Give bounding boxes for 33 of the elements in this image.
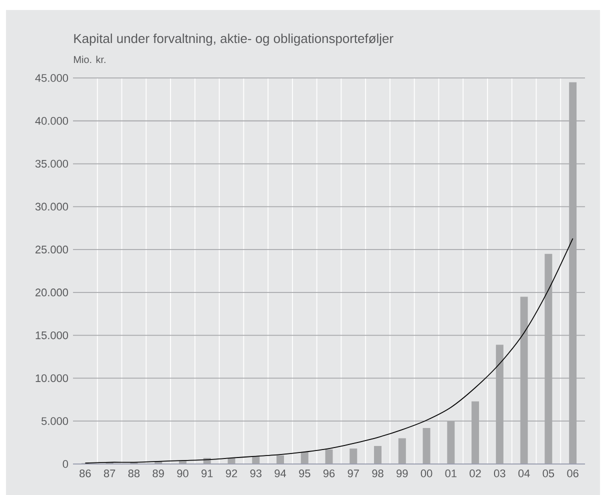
x-tick-label: 06 [567, 470, 578, 478]
x-tick-label: 86 [80, 470, 91, 478]
y-tick-label: 25.000 [36, 246, 68, 254]
x-tick-label: 94 [274, 470, 286, 478]
y-tick-label: 0 [62, 460, 68, 468]
y-tick-label: 45.000 [35, 74, 68, 82]
x-tick-label: 96 [323, 470, 335, 478]
x-tick-label: 90 [177, 470, 188, 478]
x-tick-label: 03 [494, 470, 506, 478]
x-tick-label: 88 [128, 470, 140, 478]
x-tick-label: 02 [470, 470, 481, 478]
y-tick-label: 40.000 [35, 117, 68, 125]
y-tick-label: 30.000 [35, 202, 68, 211]
x-tick-label: 87 [104, 470, 116, 478]
y-axis-title: Mio. kr. [74, 56, 106, 64]
y-tick-label: 20.000 [36, 288, 68, 296]
x-tick-label: 00 [420, 470, 432, 478]
y-tick-label: 10.000 [36, 374, 68, 382]
x-tick-label: 93 [250, 470, 262, 478]
y-tick-label: 35.000 [35, 160, 68, 168]
x-tick-label: 92 [226, 470, 238, 478]
y-tick-label: 5.000 [42, 417, 68, 425]
y-tick-label: 15.000 [36, 331, 68, 340]
x-tick-label: 01 [445, 470, 456, 478]
x-tick-label: 98 [372, 470, 384, 478]
chart-title: Kapital under forvaltning, aktie- og obligationsporteføljer [74, 34, 394, 46]
x-tick-label: 99 [396, 470, 408, 478]
x-tick-label: 05 [542, 470, 554, 478]
x-tick-label: 89 [152, 470, 164, 478]
x-tick-label: 95 [299, 470, 310, 478]
x-tick-label: 97 [348, 470, 359, 478]
x-tick-label: 91 [202, 470, 213, 478]
x-tick-label: 04 [518, 470, 530, 478]
